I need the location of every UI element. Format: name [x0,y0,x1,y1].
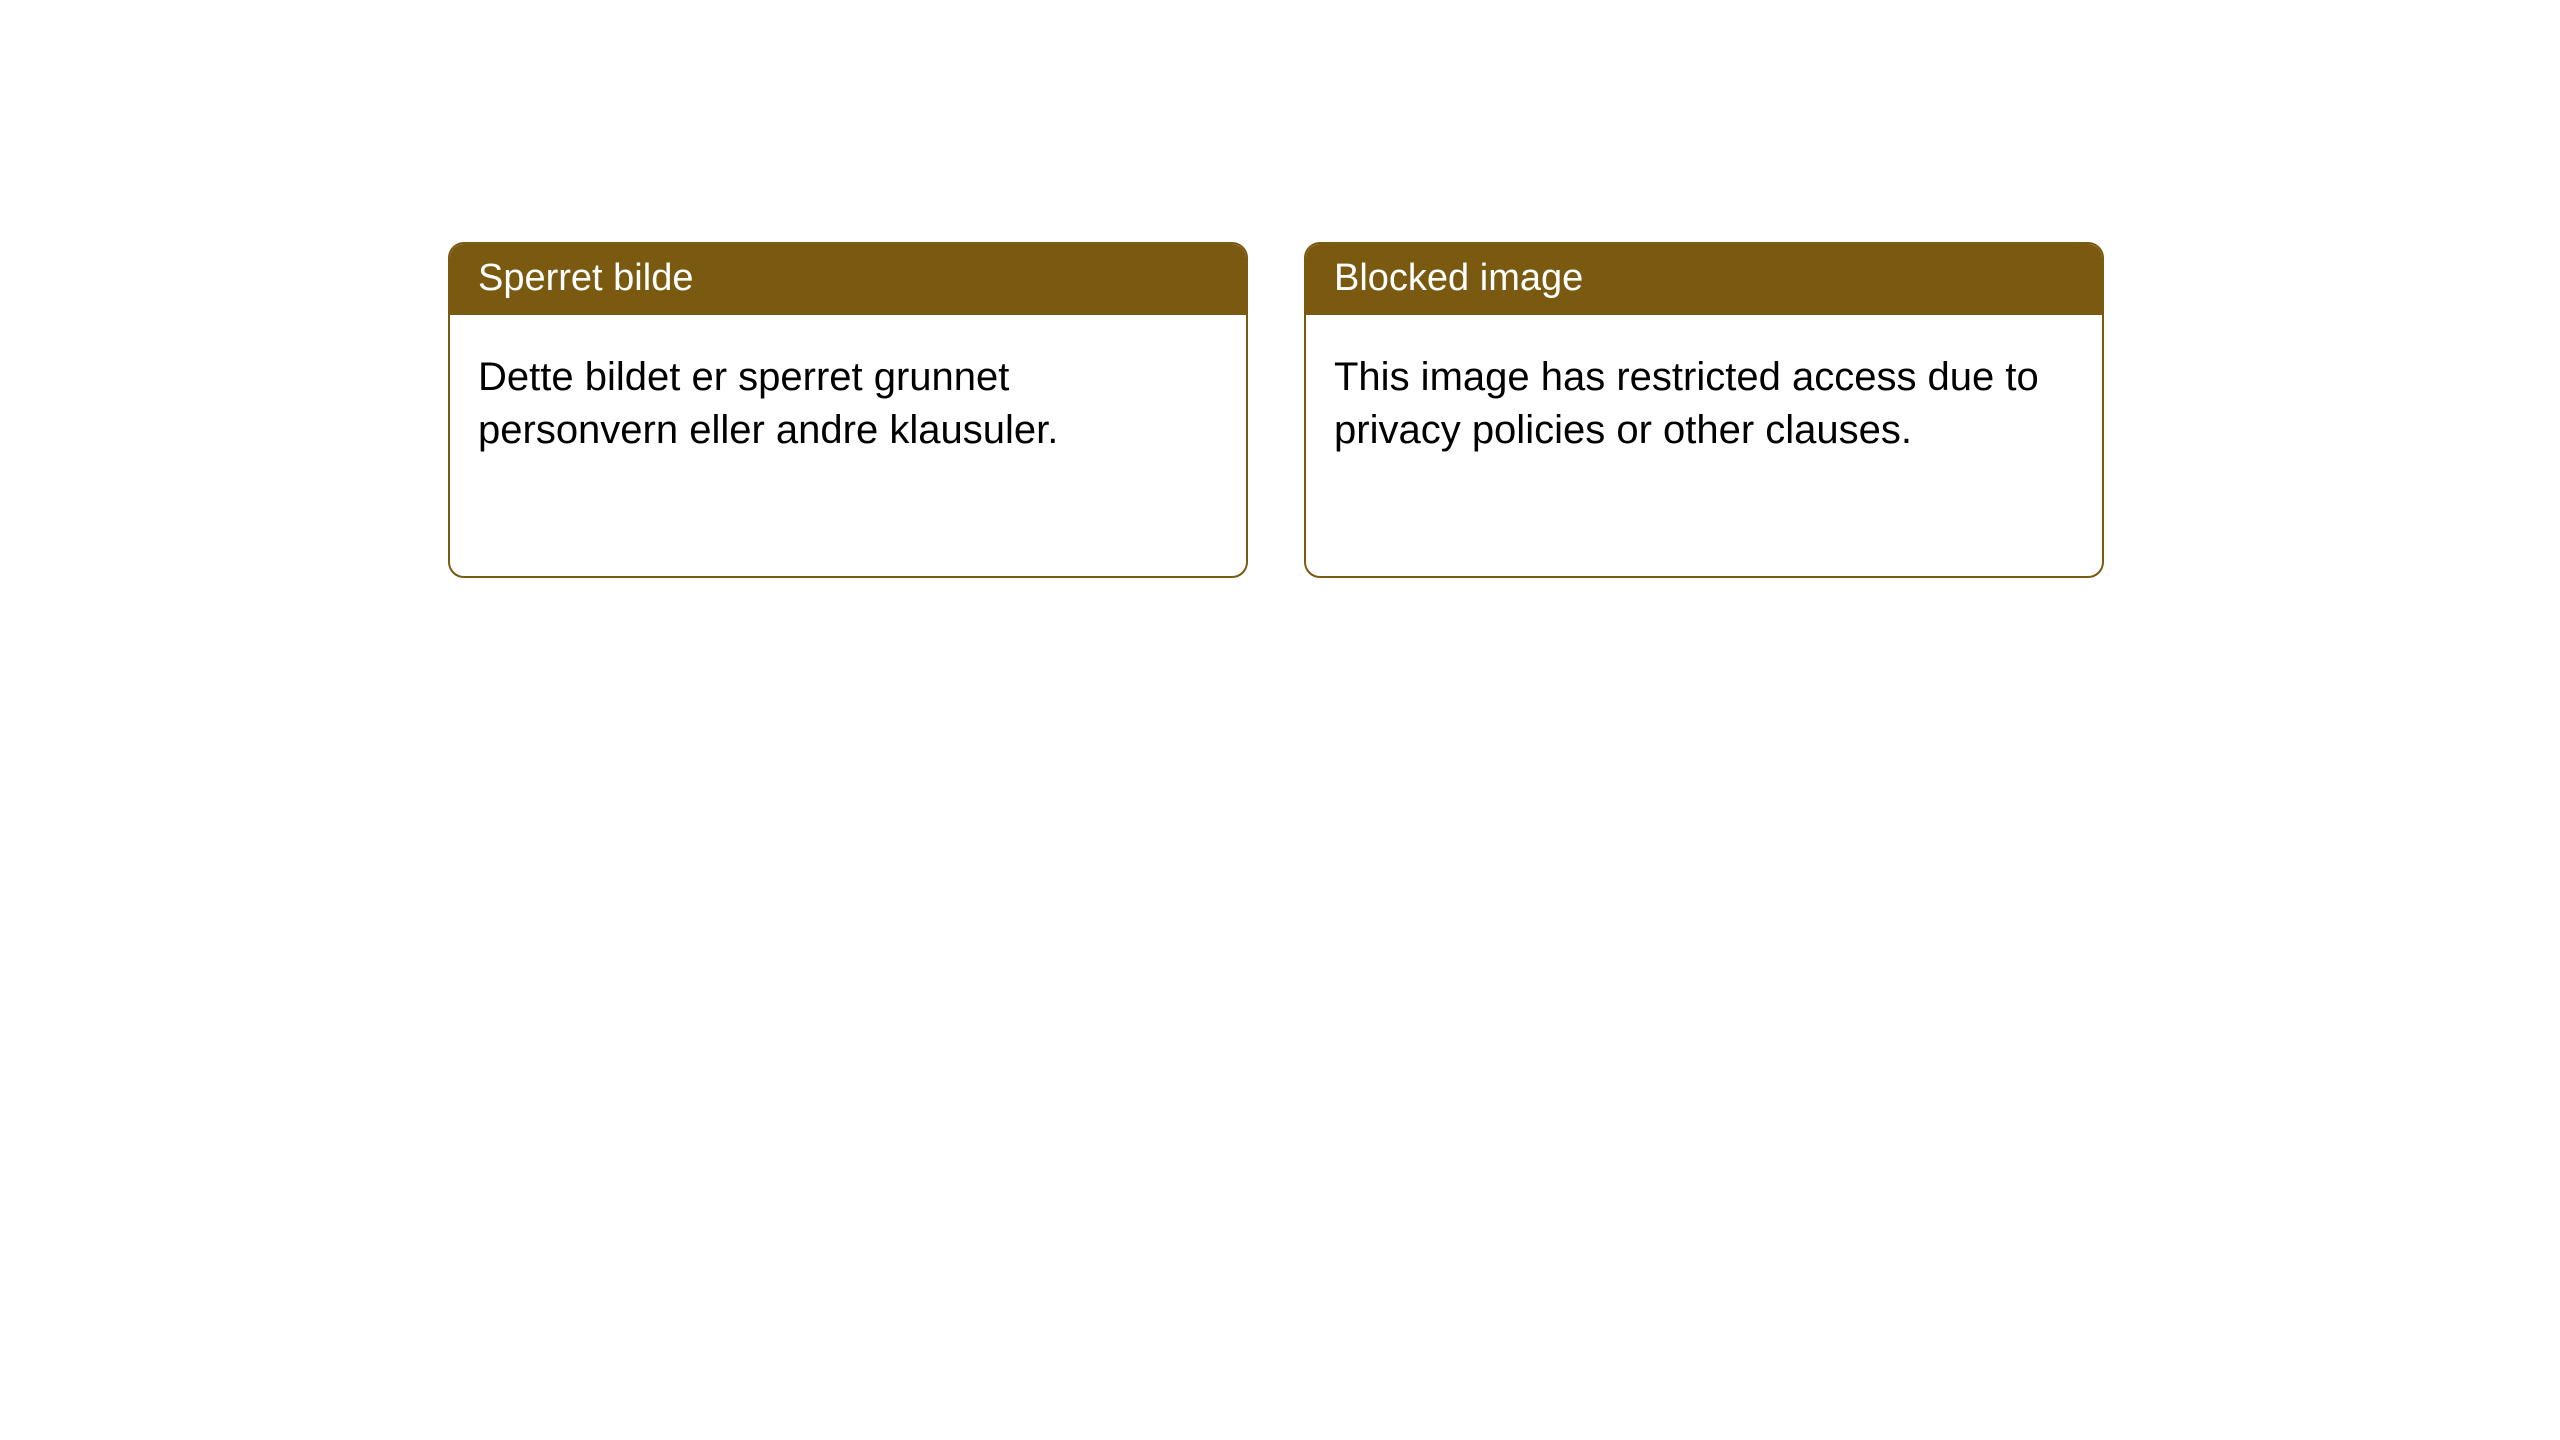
blocked-image-card-en: Blocked image This image has restricted … [1304,242,2104,578]
card-title: Sperret bilde [450,244,1246,315]
notice-cards-container: Sperret bilde Dette bildet er sperret gr… [448,242,2104,578]
blocked-image-card-no: Sperret bilde Dette bildet er sperret gr… [448,242,1248,578]
card-title: Blocked image [1306,244,2102,315]
card-body-text: This image has restricted access due to … [1306,315,2102,485]
card-body-text: Dette bildet er sperret grunnet personve… [450,315,1246,485]
